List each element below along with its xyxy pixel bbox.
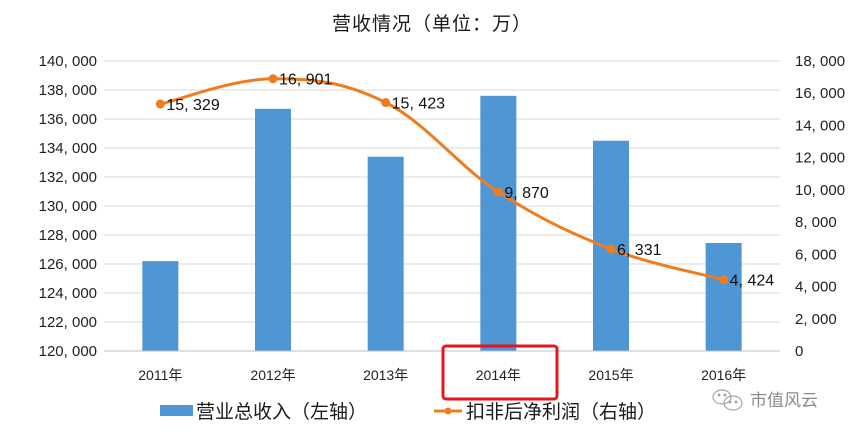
- category-label: 2016年: [701, 367, 746, 383]
- wechat-icon: [712, 389, 743, 411]
- profit-marker: [606, 244, 616, 254]
- right-tick-label: 12, 000: [795, 150, 845, 167]
- profit-data-labels: 15, 329 16, 901 15, 423 9, 870 6, 331 4, 424: [166, 72, 774, 290]
- gridlines: [104, 60, 780, 323]
- category-label: 2011年: [138, 367, 182, 383]
- right-tick-label: 18, 000: [795, 53, 845, 70]
- right-tick-label: 10, 000: [795, 182, 845, 199]
- legend-line-marker: [444, 407, 452, 415]
- left-axis-ticks: 120, 000 122, 000 124, 000 126, 000 128, 000…: [39, 53, 97, 360]
- right-tick-label: 8, 000: [795, 214, 837, 231]
- left-tick-label: 120, 000: [39, 343, 97, 360]
- right-tick-label: 16, 000: [795, 85, 845, 102]
- right-tick-label: 0: [795, 343, 803, 360]
- left-tick-label: 132, 000: [39, 169, 97, 186]
- profit-data-label: 6, 331: [617, 242, 662, 259]
- left-tick-label: 136, 000: [39, 111, 97, 128]
- revenue-bar: [480, 95, 517, 351]
- profit-data-label: 16, 901: [279, 72, 332, 89]
- right-tick-label: 6, 000: [795, 246, 837, 263]
- profit-marker: [155, 99, 165, 109]
- profit-marker: [381, 98, 391, 108]
- left-tick-label: 138, 000: [39, 82, 97, 99]
- profit-data-label: 4, 424: [730, 273, 775, 290]
- revenue-bar: [367, 156, 404, 351]
- left-tick-label: 124, 000: [39, 285, 97, 302]
- left-tick-label: 128, 000: [39, 227, 97, 244]
- right-tick-label: 14, 000: [795, 117, 845, 134]
- left-tick-label: 122, 000: [39, 314, 97, 331]
- right-tick-label: 2, 000: [795, 311, 837, 328]
- highlight-box-2014: [441, 344, 559, 401]
- category-label: 2013年: [363, 367, 408, 383]
- chart-title: 营收情况（单位：万）: [332, 13, 532, 35]
- profit-line-path: [160, 77, 725, 282]
- right-axis-ticks: 0 2, 000 4, 000 6, 000 8, 000 10, 000 12, 000 1…: [795, 53, 845, 360]
- revenue-bar: [255, 108, 291, 351]
- legend-bar-swatch: [160, 405, 193, 416]
- category-label: 2015年: [588, 367, 633, 383]
- revenue-bars: [142, 95, 742, 351]
- watermark-text: 市值风云: [750, 391, 818, 411]
- profit-data-label: 15, 329: [166, 97, 219, 114]
- profit-line: [155, 74, 729, 285]
- profit-marker: [268, 74, 278, 84]
- watermark: 市值风云: [712, 389, 818, 411]
- left-tick-label: 130, 000: [39, 198, 97, 215]
- category-label: 2012年: [250, 367, 295, 383]
- legend-bar-label: 营业总收入（左轴）: [196, 401, 367, 423]
- profit-data-label: 9, 870: [504, 185, 549, 202]
- category-label: 2014年: [476, 367, 521, 383]
- revenue-bar: [142, 261, 179, 351]
- left-tick-label: 134, 000: [39, 140, 97, 157]
- legend: 营业总收入（左轴） 扣非后净利润（右轴）: [160, 401, 656, 423]
- profit-data-label: 15, 423: [392, 96, 445, 113]
- profit-marker: [493, 187, 503, 197]
- profit-marker: [719, 275, 729, 285]
- x-axis-categories: 2011年 2012年 2013年 2014年 2015年 2016年: [138, 367, 746, 383]
- revenue-bar: [705, 242, 742, 351]
- left-tick-label: 126, 000: [39, 256, 97, 273]
- right-tick-label: 4, 000: [795, 279, 837, 296]
- left-tick-label: 140, 000: [39, 53, 97, 70]
- legend-line-label: 扣非后净利润（右轴）: [466, 401, 656, 423]
